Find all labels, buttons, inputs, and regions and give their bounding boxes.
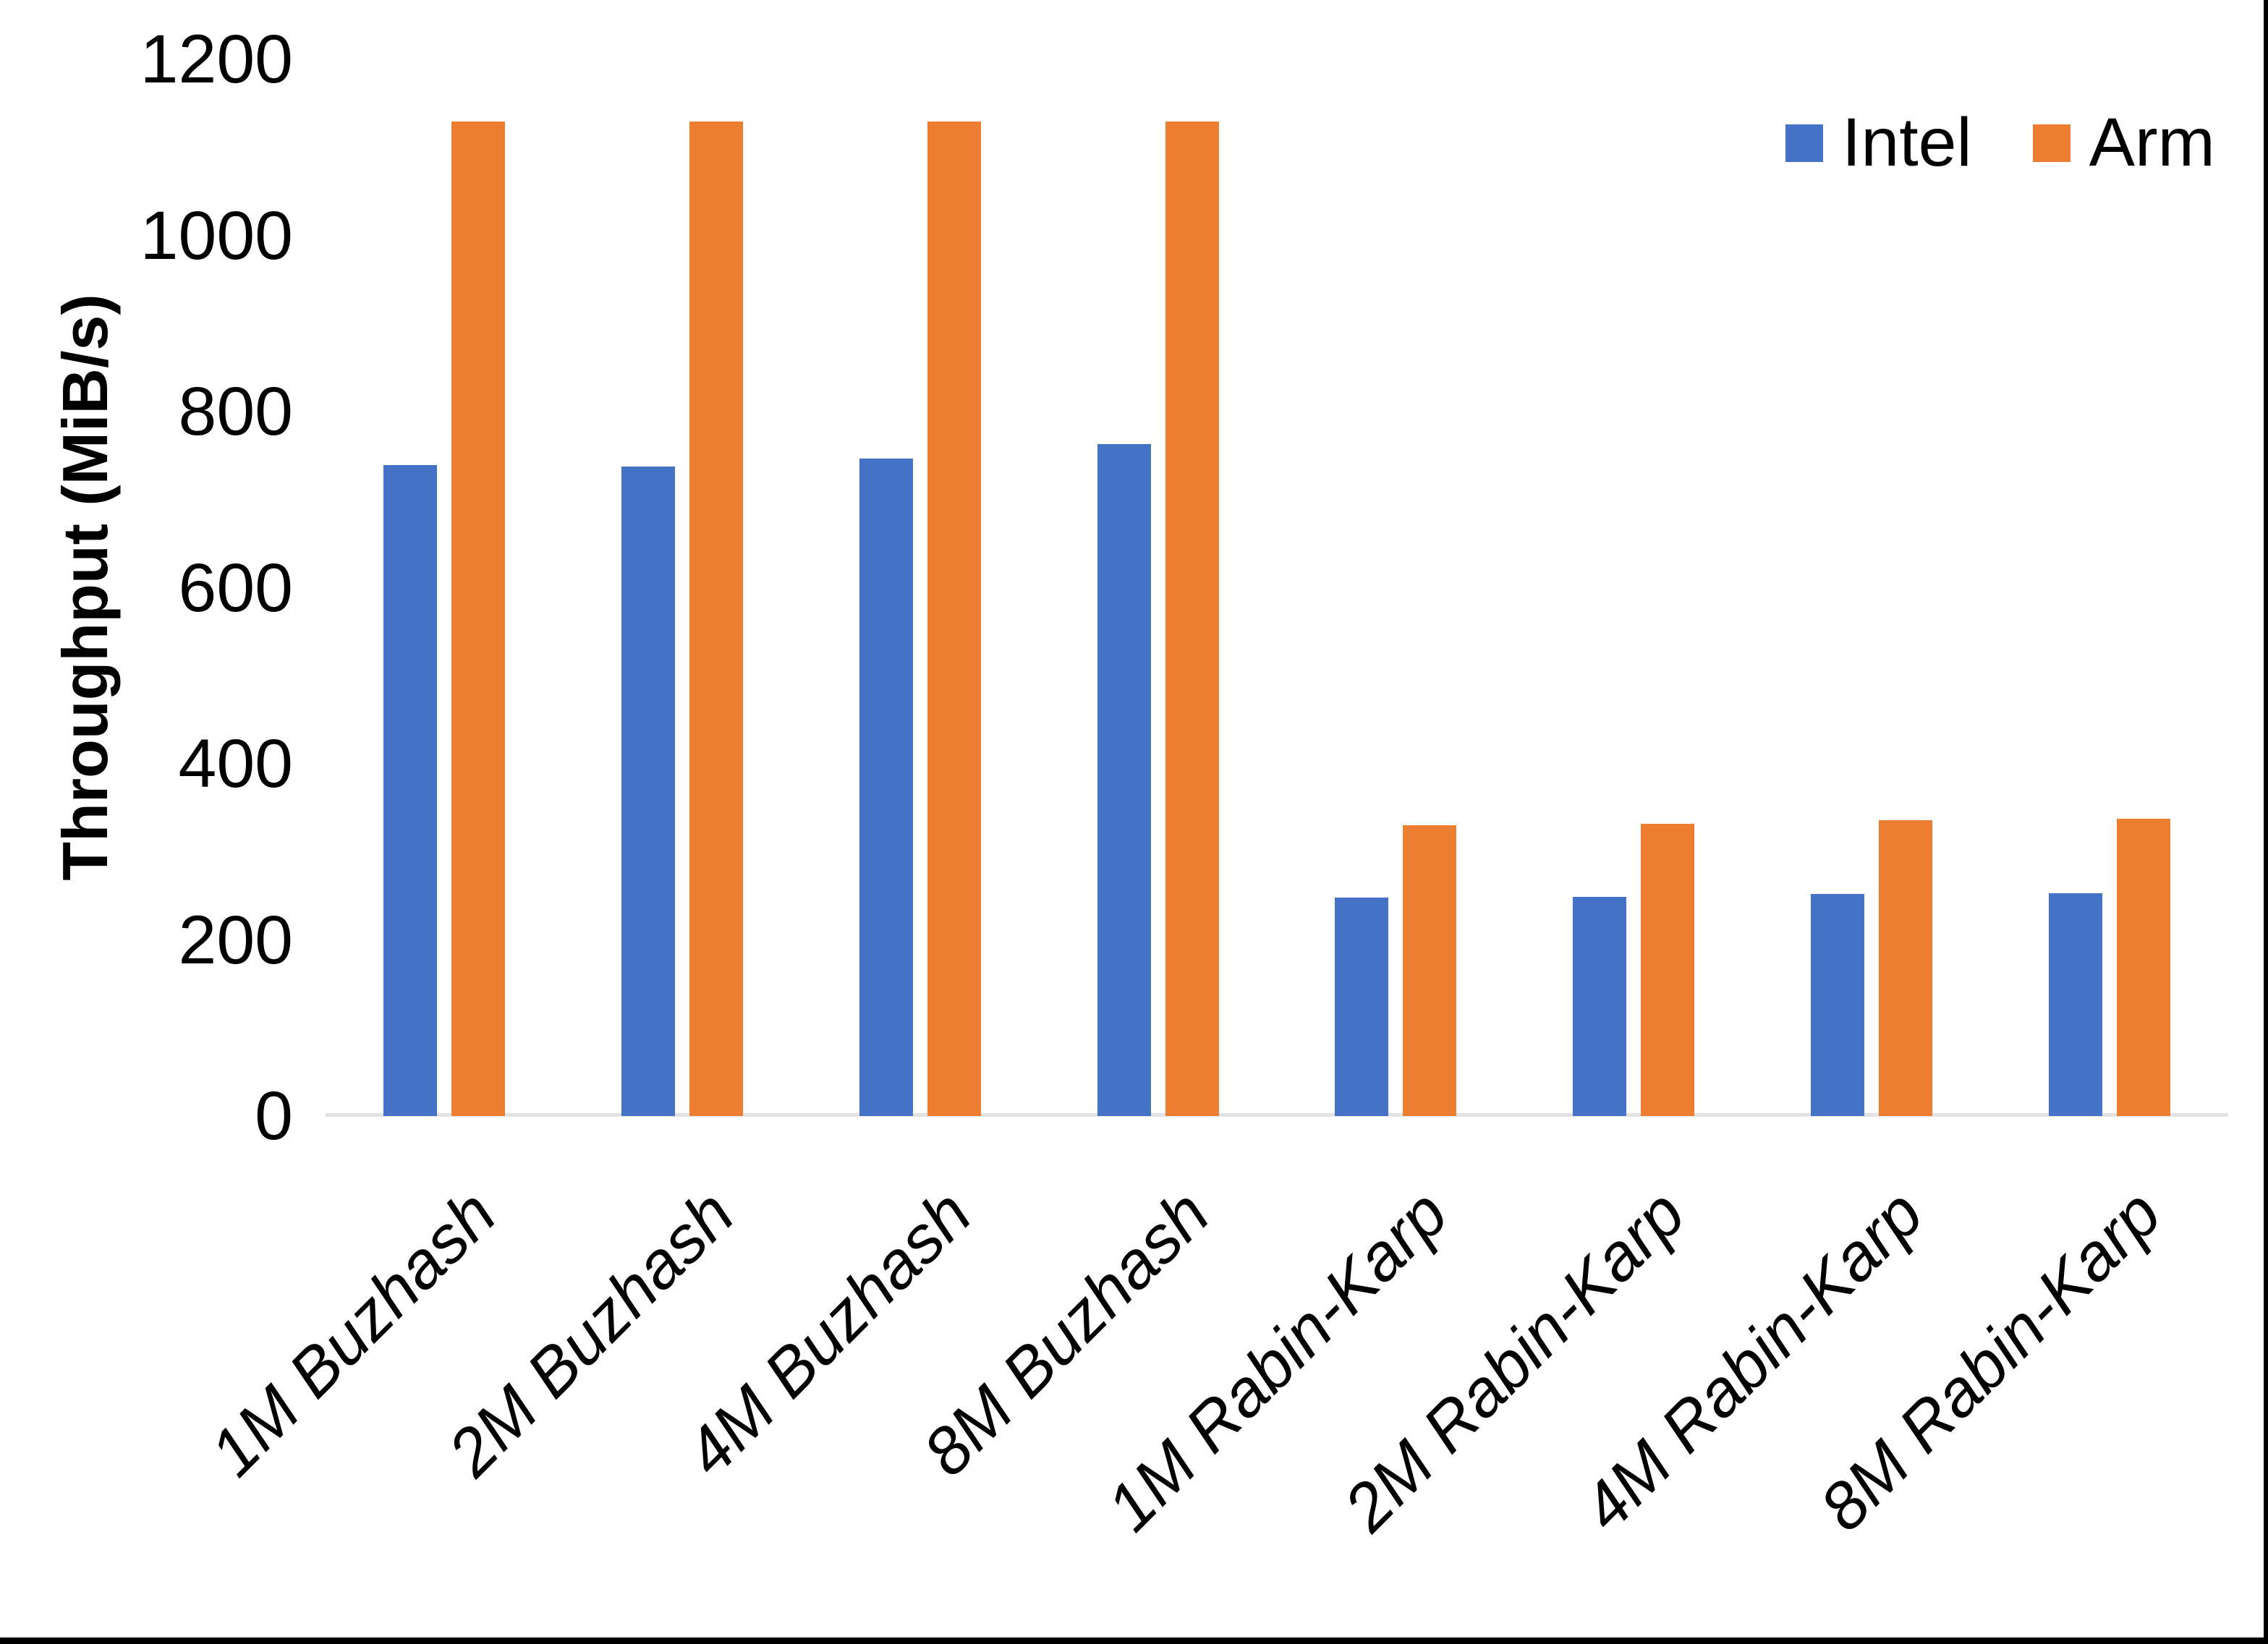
bar-intel-3 — [859, 458, 913, 1116]
legend-swatch-arm — [2032, 124, 2070, 162]
bar-arm-5 — [1403, 825, 1457, 1116]
bar-group-1 — [326, 59, 564, 1116]
bar-intel-8 — [2048, 893, 2102, 1116]
bar-group-3 — [802, 59, 1040, 1116]
y-tick-label-0: 0 — [255, 1078, 293, 1154]
bar-arm-1 — [451, 122, 506, 1116]
y-tick-label-400: 400 — [178, 725, 293, 802]
legend: Intel Arm — [1785, 108, 2215, 177]
bar-arm-3 — [927, 122, 981, 1116]
legend-item-arm: Arm — [2032, 104, 2215, 181]
y-tick-label-800: 800 — [178, 373, 293, 450]
bar-intel-2 — [621, 466, 676, 1116]
bar-intel-7 — [1810, 894, 1864, 1116]
bottom-frame-edge — [0, 1637, 2268, 1644]
legend-label-intel: Intel — [1842, 104, 1972, 181]
y-tick-label-600: 600 — [178, 549, 293, 626]
legend-label-arm: Arm — [2089, 104, 2215, 181]
legend-swatch-intel — [1785, 124, 1823, 162]
bar-intel-6 — [1573, 896, 1627, 1116]
bar-intel-1 — [383, 465, 438, 1116]
bar-arm-4 — [1165, 122, 1219, 1116]
bar-group-6 — [1515, 59, 1753, 1116]
bar-arm-2 — [689, 122, 744, 1116]
x-axis-line — [326, 1113, 2228, 1117]
bar-group-4 — [1039, 59, 1277, 1116]
bar-group-5 — [1277, 59, 1515, 1116]
bar-arm-6 — [1641, 823, 1695, 1116]
legend-item-intel: Intel — [1785, 108, 1972, 177]
bar-group-8 — [1990, 59, 2228, 1116]
bar-group-2 — [564, 59, 802, 1116]
bar-arm-7 — [1878, 819, 1932, 1116]
right-frame-edge — [2264, 0, 2268, 1644]
plot-area — [326, 59, 2228, 1116]
y-tick-label-1200: 1200 — [140, 21, 293, 98]
bar-arm-8 — [2116, 818, 2170, 1116]
y-tick-label-200: 200 — [178, 901, 293, 979]
y-tick-label-1000: 1000 — [140, 197, 293, 274]
bar-group-7 — [1753, 59, 1991, 1116]
bar-intel-5 — [1335, 898, 1389, 1116]
bar-intel-4 — [1097, 444, 1151, 1116]
